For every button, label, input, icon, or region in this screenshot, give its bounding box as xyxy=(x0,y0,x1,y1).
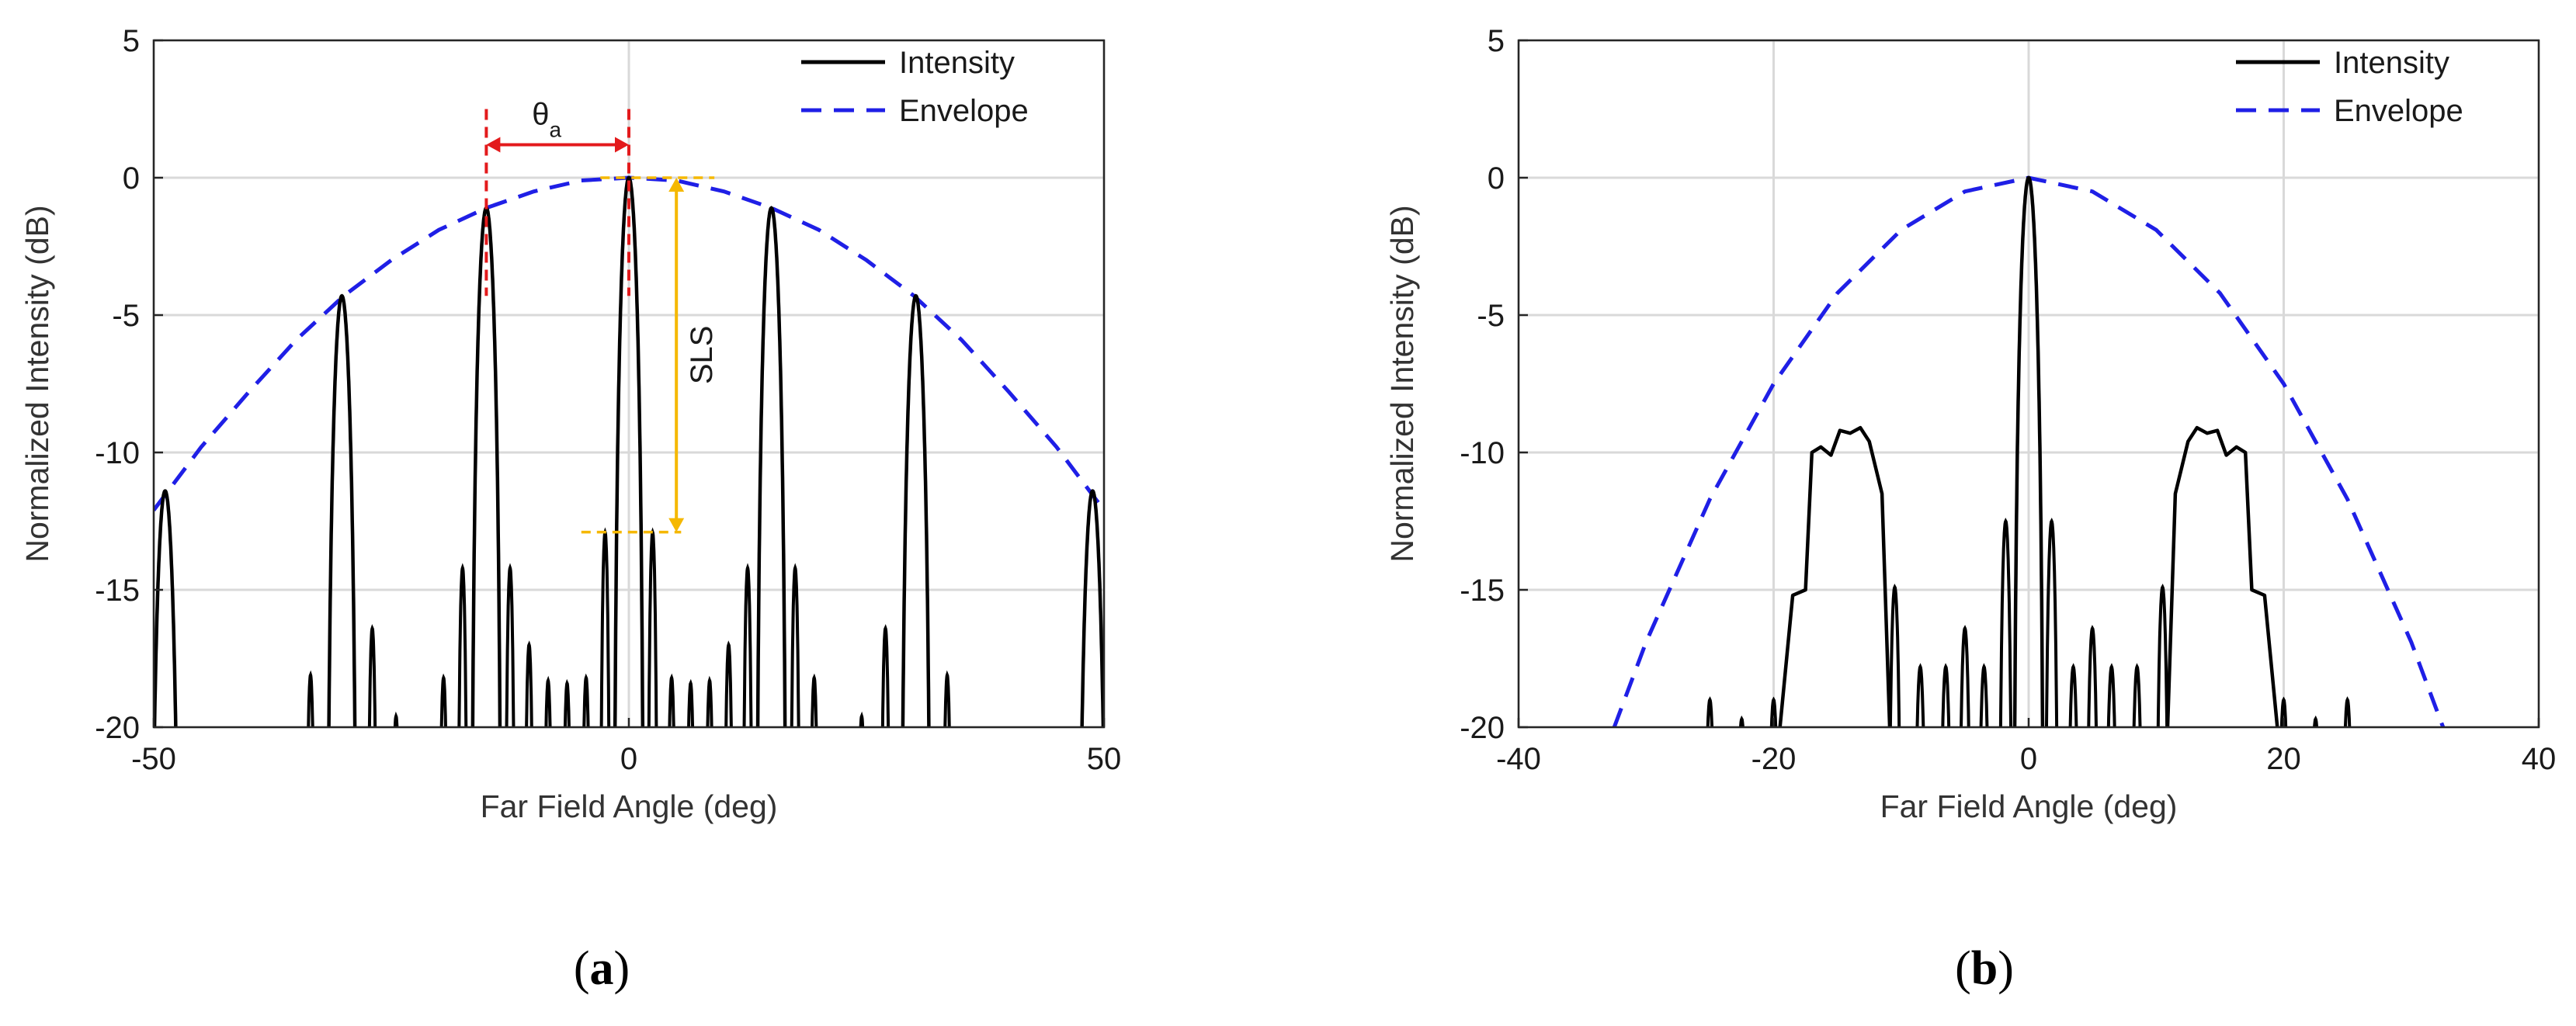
panel-b-caption: (b) xyxy=(1955,942,2014,995)
a-y-tick-label: -5 xyxy=(112,299,140,333)
b-legend-label-envelope: Envelope xyxy=(2334,94,2463,128)
panel-b-caption-letter: b xyxy=(1971,942,1998,995)
a-side-lobe xyxy=(687,678,695,727)
b-y-tick-label: 0 xyxy=(1488,161,1505,196)
panel-b-x-axis-label: Far Field Angle (deg) xyxy=(1880,789,2178,824)
panel-a-y-axis-label: Normalized Intensity (dB) xyxy=(19,205,55,562)
a-side-lobe xyxy=(439,673,447,727)
panel-a-caption-letter: a xyxy=(590,942,614,995)
a-side-lobe xyxy=(544,675,552,727)
a-side-lobe xyxy=(742,563,753,727)
a-main-lobe xyxy=(154,489,178,727)
panel-b-grid xyxy=(1517,39,2540,729)
a-side-lobe xyxy=(859,711,865,727)
theta-arrow-head-left xyxy=(486,137,501,153)
a-side-lobe xyxy=(943,670,951,727)
a-side-lobe xyxy=(668,673,675,727)
panel-a-caption: (a) xyxy=(574,942,630,995)
b-side-lobe xyxy=(1998,518,2013,727)
a-side-lobe xyxy=(505,563,516,727)
panel-a-grid xyxy=(152,39,1106,729)
panel-a-legend: Intensity Envelope xyxy=(801,46,1029,128)
b-side-lobe xyxy=(1915,663,1925,727)
a-y-tick-label: -15 xyxy=(95,574,140,608)
b-side-lobe xyxy=(1769,696,1778,727)
b-x-tick-label: 0 xyxy=(2020,742,2037,776)
a-side-lobe xyxy=(811,673,818,727)
sls-label: SLS xyxy=(685,326,719,385)
b-legend-label-intensity: Intensity xyxy=(2334,46,2449,80)
b-side-lobe xyxy=(2313,715,2319,727)
panel-b-legend: Intensity Envelope xyxy=(2236,46,2463,128)
b-plateau-lobe xyxy=(1778,425,1892,727)
a-x-tick-label: 0 xyxy=(620,742,637,776)
a-side-lobe xyxy=(880,624,890,727)
a-side-lobe xyxy=(599,527,611,727)
a-side-lobe xyxy=(367,624,377,727)
b-y-tick-label: -15 xyxy=(1460,574,1505,608)
theta-a-label: θa xyxy=(532,98,561,142)
a-x-tick-label: 50 xyxy=(1087,742,1122,776)
b-y-tick-label: -10 xyxy=(1460,436,1505,470)
b-y-tick-label: -20 xyxy=(1460,711,1505,745)
panel-a-x-axis-label: Far Field Angle (deg) xyxy=(481,789,778,824)
a-main-lobe xyxy=(613,175,645,727)
a-side-lobe xyxy=(724,640,733,727)
a-legend-label-envelope: Envelope xyxy=(899,94,1029,128)
a-side-lobe xyxy=(790,563,800,727)
b-side-lobe xyxy=(1941,663,1951,727)
a-main-lobe xyxy=(901,293,931,727)
a-x-tick-label: -50 xyxy=(131,742,176,776)
b-side-lobe xyxy=(1960,625,1970,727)
b-side-lobe xyxy=(2087,625,2098,727)
a-side-lobe xyxy=(307,670,314,727)
sls-arrow-head-top xyxy=(668,178,685,192)
b-x-tick-label: -40 xyxy=(1496,742,1541,776)
panel-b-curves xyxy=(1612,175,2446,727)
theta-a-subscript: a xyxy=(550,117,562,141)
a-side-lobe xyxy=(647,527,658,727)
a-side-lobe xyxy=(457,563,468,727)
b-x-tick-label: 40 xyxy=(2522,742,2557,776)
b-side-lobe xyxy=(2279,696,2288,727)
theta-arrow-head-right xyxy=(615,137,629,153)
b-side-lobe xyxy=(2343,696,2352,727)
a-main-lobe xyxy=(755,206,787,727)
b-x-tick-label: -20 xyxy=(1751,742,1797,776)
a-y-tick-label: -20 xyxy=(95,711,140,745)
b-side-lobe xyxy=(2044,518,2059,727)
b-y-tick-label: -5 xyxy=(1477,299,1505,333)
a-main-lobe xyxy=(327,293,357,727)
b-main-lobe xyxy=(2012,175,2045,727)
a-side-lobe xyxy=(393,711,399,727)
b-side-lobe xyxy=(2156,584,2169,727)
a-legend-label-intensity: Intensity xyxy=(899,46,1015,80)
b-side-lobe xyxy=(1888,584,1901,727)
panel-b-y-axis-label: Normalized Intensity (dB) xyxy=(1384,205,1420,562)
b-side-lobe xyxy=(1979,663,1989,727)
b-plateau-lobe xyxy=(2165,425,2279,727)
a-side-lobe xyxy=(582,673,590,727)
a-side-lobe xyxy=(563,678,571,727)
b-side-lobe xyxy=(2132,663,2142,727)
a-y-tick-label: 5 xyxy=(123,24,140,58)
a-side-lobe xyxy=(525,640,533,727)
b-side-lobe xyxy=(1706,696,1714,727)
b-x-tick-label: 20 xyxy=(2266,742,2301,776)
a-main-lobe xyxy=(1080,489,1104,727)
b-side-lobe xyxy=(2068,663,2078,727)
sls-arrow-head-bottom xyxy=(668,518,685,532)
a-y-tick-label: -10 xyxy=(95,436,140,470)
a-y-tick-label: 0 xyxy=(123,161,140,196)
b-side-lobe xyxy=(2106,663,2116,727)
b-y-tick-label: 5 xyxy=(1488,24,1505,58)
a-side-lobe xyxy=(706,675,713,727)
b-side-lobe xyxy=(1738,715,1745,727)
